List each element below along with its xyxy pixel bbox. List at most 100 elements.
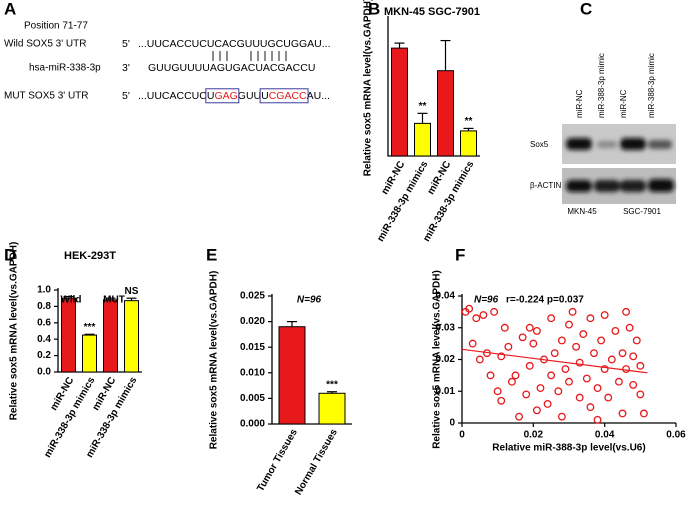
point [600, 311, 609, 319]
point [497, 352, 506, 361]
y-tick-label: 0.025 [240, 291, 265, 302]
point [475, 355, 484, 364]
x-tick-label: 0.04 [595, 430, 615, 441]
point [479, 311, 488, 319]
point [525, 323, 534, 332]
chart-title: MKN-45 SGC-7901 [384, 6, 480, 18]
prefix: 5' [122, 38, 130, 50]
position: Position 71-77 [24, 21, 88, 32]
y-tick-label: 0.020 [240, 316, 265, 327]
x-tick-label: Normal Tissues [293, 427, 340, 497]
point [639, 409, 648, 418]
prefix: 3' [122, 62, 130, 74]
point [575, 358, 584, 367]
y-axis-label: Relative sox5 mRNA level(vs.GAPDH) [9, 242, 20, 421]
annotation: *** [326, 379, 338, 390]
point [597, 336, 606, 345]
lane-label: miR-388-3p mimic [647, 53, 656, 118]
point [607, 355, 616, 364]
seq-part: CGACC [269, 90, 307, 102]
bar [391, 47, 408, 157]
panel-label: A [4, 0, 16, 18]
y-tick-label: 1.0 [37, 285, 51, 296]
point [590, 349, 598, 358]
seq-part: ...UUCACCUC [138, 90, 207, 102]
lane-label: miR-388-3p mimic [597, 53, 606, 118]
point [629, 380, 638, 389]
y-axis-label: Relative sox5 mRNA level(vs.GAPDH) [432, 270, 443, 449]
point [611, 326, 620, 335]
point [572, 342, 581, 351]
y-tick-label: 0.4 [37, 334, 51, 345]
mirna-seq: GUUGUUUUAGUGACUACGACCU [148, 62, 315, 74]
point [518, 333, 527, 342]
point [622, 307, 631, 316]
seq-part: U [207, 90, 215, 102]
annotation: MUT [103, 295, 125, 306]
point [636, 361, 645, 370]
y-axis-label: Relative sox5 mRNA level(vs.GAPDH) [363, 0, 374, 176]
panel-label: F [455, 245, 465, 264]
x-tick-label: 0.02 [524, 430, 544, 441]
point [579, 330, 588, 339]
point [472, 314, 481, 323]
point [547, 314, 556, 323]
point [515, 412, 524, 421]
annotation: Wild [60, 295, 81, 306]
mutation-box [205, 88, 240, 104]
x-tick-label: Tumor Tissues [255, 427, 300, 494]
point [550, 349, 559, 358]
point [522, 390, 531, 399]
point [547, 371, 556, 380]
y-tick-label: 0.015 [240, 342, 265, 353]
point [565, 377, 573, 386]
point [557, 336, 566, 345]
point [536, 384, 545, 393]
point [632, 336, 641, 345]
annotation: ** [465, 116, 473, 127]
point [465, 304, 474, 313]
y-tick-label: 0.01 [436, 386, 456, 397]
annotation: ** [419, 101, 427, 112]
point [593, 384, 602, 393]
panel-label: E [206, 245, 217, 264]
point [604, 393, 613, 402]
bar [460, 130, 477, 157]
point [511, 371, 520, 380]
point [636, 390, 645, 399]
point [490, 307, 499, 316]
point [529, 339, 538, 348]
point [557, 412, 566, 421]
point [582, 374, 591, 383]
seq-part: GAG [214, 90, 237, 102]
lane-label: miR-NC [575, 89, 584, 118]
point [497, 396, 506, 405]
x-axis-label: Relative miR-388-3p level(vs.U6) [492, 443, 645, 454]
point [561, 365, 570, 373]
bar [103, 299, 118, 373]
y-tick-label: 0.8 [37, 301, 51, 312]
y-tick-label: 0.02 [436, 354, 456, 365]
chart-title: HEK-293T [64, 250, 116, 262]
panel-c: C miR-NC miR-388-3p mimic miR-NC miR-388… [530, 0, 676, 216]
point [532, 326, 541, 335]
lane-label: miR-NC [619, 89, 628, 118]
point [507, 377, 516, 386]
bar [82, 334, 97, 373]
point [618, 349, 627, 358]
bar [318, 392, 346, 425]
point [504, 342, 513, 351]
point [600, 365, 609, 373]
y-tick-label: 0.005 [240, 393, 265, 404]
trend-line [461, 348, 648, 374]
wild-seq: ...UUCACCUCUCACGUUUGCUGGAU... [138, 38, 331, 50]
point [593, 415, 602, 424]
y-tick-label: 0.6 [37, 317, 51, 328]
y-tick-label: 0.04 [436, 291, 456, 302]
point [629, 352, 638, 361]
point [568, 307, 577, 316]
point [586, 314, 595, 323]
group-label: MKN-45 [567, 207, 597, 216]
bar [437, 70, 454, 157]
y-tick-label: 0.0 [37, 367, 51, 378]
